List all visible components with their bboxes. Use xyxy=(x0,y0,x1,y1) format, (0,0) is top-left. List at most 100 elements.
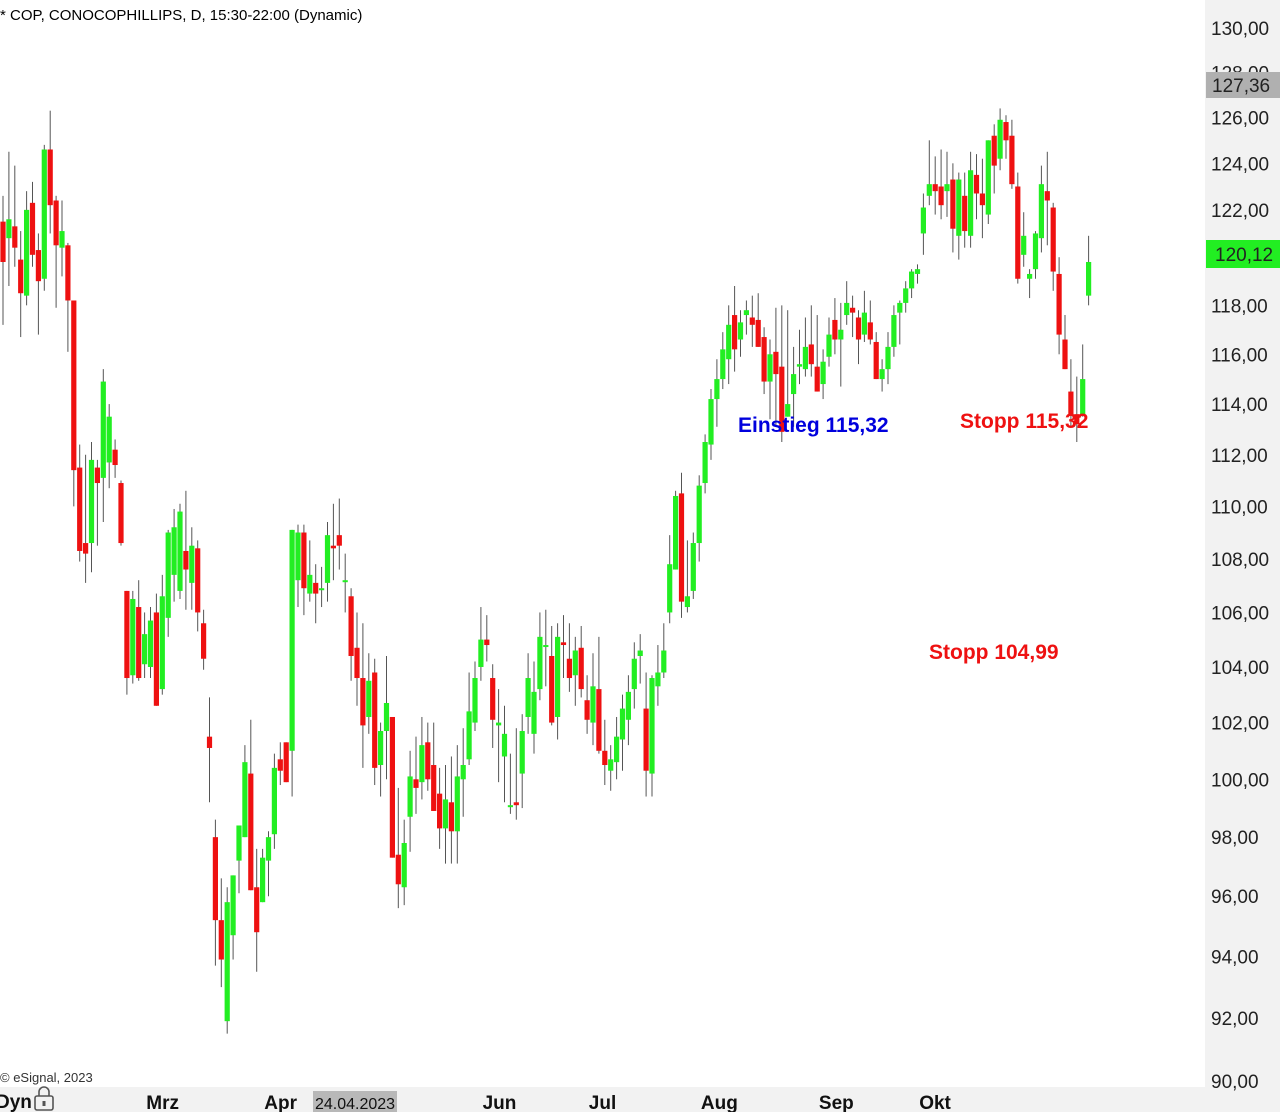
candle-down xyxy=(301,532,307,589)
candle-up xyxy=(802,346,808,370)
candle-down xyxy=(118,483,124,544)
candle-up xyxy=(743,310,749,316)
candle-up xyxy=(926,184,932,196)
candle-up xyxy=(324,535,331,583)
candle-down xyxy=(195,548,201,613)
candle-up xyxy=(242,762,248,838)
candle-up xyxy=(496,722,502,726)
candle-down xyxy=(360,678,366,726)
candle-down xyxy=(218,920,224,960)
candle-down xyxy=(1062,339,1068,370)
candle-up xyxy=(6,219,12,239)
candle-up xyxy=(289,529,295,751)
x-tick-label: Jun xyxy=(483,1093,517,1112)
candle-up xyxy=(791,374,797,395)
candle-down xyxy=(12,226,18,248)
candle-up xyxy=(844,302,850,316)
chart-title: * COP, CONOCOPHILLIPS, D, 15:30-22:00 (D… xyxy=(0,7,362,24)
candle-up xyxy=(555,636,561,717)
candle-up xyxy=(230,875,236,936)
y-axis-ticks: 130,00128,00126,00124,00122,00120,00118,… xyxy=(1211,19,1269,1093)
candle-up xyxy=(897,302,903,313)
entry-annotation: Einstieg 115,32 xyxy=(738,414,889,437)
reference-price-tag xyxy=(1206,72,1280,98)
candle-up xyxy=(767,354,773,382)
candle-up xyxy=(454,776,460,832)
candle-down xyxy=(1068,391,1074,415)
candle-down xyxy=(112,449,118,466)
date-cursor-box xyxy=(313,1091,397,1112)
candle-up xyxy=(720,349,726,380)
x-tick-label: Apr xyxy=(264,1093,297,1112)
candle-down xyxy=(206,736,213,748)
y-tick-label: 114,00 xyxy=(1211,395,1268,416)
lock-icon[interactable] xyxy=(34,1086,54,1111)
candle-down xyxy=(71,300,77,471)
candle-up xyxy=(785,404,791,417)
candle-down xyxy=(484,639,490,646)
candle-down xyxy=(313,582,319,594)
candle-up xyxy=(714,379,720,400)
candle-down xyxy=(348,596,354,656)
candle-up xyxy=(726,324,732,360)
candle-up xyxy=(826,334,832,357)
candle-down xyxy=(678,493,685,602)
candle-up xyxy=(637,650,643,656)
candle-down xyxy=(212,837,218,921)
candle-down xyxy=(950,179,956,229)
candle-up xyxy=(608,759,614,771)
copyright-text: © eSignal, 2023 xyxy=(0,1070,93,1085)
candle-down xyxy=(873,341,879,380)
candle-up xyxy=(885,346,891,370)
candle-up xyxy=(265,837,272,861)
candle-down xyxy=(962,195,968,232)
y-tick-label: 90,00 xyxy=(1211,1072,1259,1093)
candle-up xyxy=(737,322,744,340)
candle-up xyxy=(41,149,47,279)
candle-down xyxy=(1003,122,1009,141)
candle-up xyxy=(690,543,696,591)
candle-up xyxy=(1080,379,1086,415)
candle-up xyxy=(985,140,991,215)
candle-up xyxy=(1032,233,1039,270)
candle-down xyxy=(425,742,431,780)
candle-down xyxy=(1056,273,1062,335)
candle-up xyxy=(537,636,543,690)
candle-down xyxy=(201,623,207,659)
candle-up xyxy=(189,545,195,583)
candle-down xyxy=(490,678,496,720)
candle-up xyxy=(419,745,425,783)
candle-down xyxy=(602,750,608,766)
candle-up xyxy=(1038,184,1044,239)
candle-down xyxy=(77,467,83,551)
candle-up xyxy=(838,329,844,340)
y-tick-label: 98,00 xyxy=(1211,828,1259,849)
stop-annotation-2: Stopp 104,99 xyxy=(929,641,1059,664)
candle-up xyxy=(130,598,136,676)
candle-up xyxy=(820,361,826,385)
candle-up xyxy=(466,711,472,760)
y-tick-label: 126,00 xyxy=(1211,108,1269,129)
candle-up xyxy=(519,731,525,774)
last-price-tag xyxy=(1206,240,1280,268)
stop-annotation-1: Stopp 115,32 xyxy=(960,410,1088,433)
candle-up xyxy=(702,442,708,484)
candle-up xyxy=(708,399,714,445)
candle-down xyxy=(566,658,572,679)
candle-up xyxy=(944,184,950,192)
y-tick-label: 116,00 xyxy=(1211,345,1268,366)
candle-down xyxy=(413,779,419,788)
candle-down xyxy=(560,642,567,646)
candle-up xyxy=(1027,273,1033,279)
candle-up xyxy=(661,650,667,673)
candle-up xyxy=(501,733,508,757)
candle-down xyxy=(389,716,395,858)
x-tick-label: Jul xyxy=(589,1093,616,1112)
candle-down xyxy=(29,202,36,255)
candle-up xyxy=(909,271,915,289)
candle-up xyxy=(142,634,148,665)
candle-down xyxy=(277,759,283,771)
candle-down xyxy=(0,221,6,262)
time-axis xyxy=(0,1087,1205,1112)
candle-down xyxy=(53,200,59,246)
